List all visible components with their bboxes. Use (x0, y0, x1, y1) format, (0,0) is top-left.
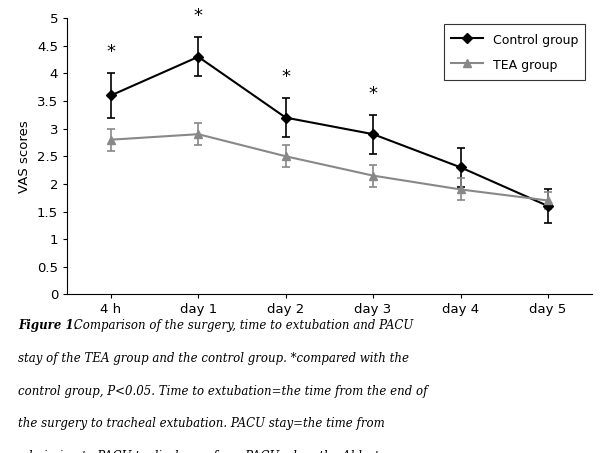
Text: control group, P<0.05. Time to extubation=the time from the end of: control group, P<0.05. Time to extubatio… (18, 385, 428, 398)
Text: Figure 1.: Figure 1. (18, 319, 78, 333)
Text: the surgery to tracheal extubation. PACU stay=the time from: the surgery to tracheal extubation. PACU… (18, 417, 385, 430)
Text: *: * (281, 68, 290, 86)
Text: stay of the TEA group and the control group. *compared with the: stay of the TEA group and the control gr… (18, 352, 409, 365)
Text: admission to PACU to discharge from PACU when the Aldrete score: admission to PACU to discharge from PACU… (18, 450, 423, 453)
Text: Comparison of the surgery, time to extubation and PACU: Comparison of the surgery, time to extub… (70, 319, 414, 333)
Y-axis label: VAS scores: VAS scores (18, 120, 31, 193)
Text: *: * (106, 43, 115, 61)
Text: *: * (368, 85, 378, 103)
Legend: Control group, TEA group: Control group, TEA group (444, 24, 586, 80)
Text: *: * (194, 7, 203, 25)
